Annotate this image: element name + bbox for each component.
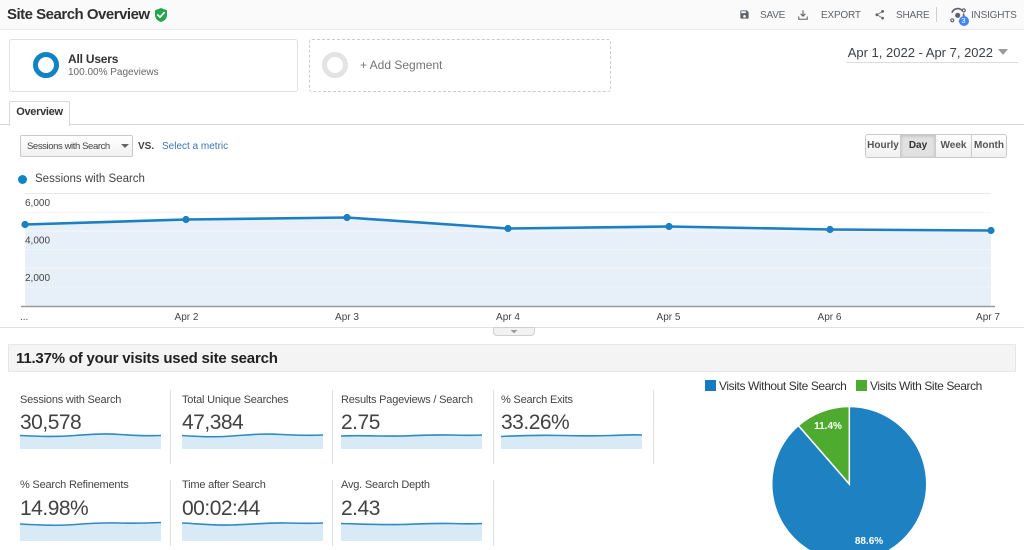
svg-text:Apr 2: Apr 2 [175, 312, 199, 323]
svg-text:Apr 4: Apr 4 [496, 312, 520, 323]
svg-text:...: ... [20, 312, 28, 323]
svg-text:Apr 7: Apr 7 [976, 312, 1000, 323]
svg-text:Apr 6: Apr 6 [818, 312, 842, 323]
svg-text:Apr 3: Apr 3 [335, 312, 359, 323]
svg-text:6,000: 6,000 [25, 198, 50, 209]
svg-text:Apr 5: Apr 5 [657, 312, 681, 323]
svg-text:88.6%: 88.6% [855, 536, 883, 547]
svg-text:4,000: 4,000 [25, 236, 50, 247]
svg-text:11.4%: 11.4% [814, 421, 842, 432]
svg-text:2,000: 2,000 [25, 273, 50, 284]
